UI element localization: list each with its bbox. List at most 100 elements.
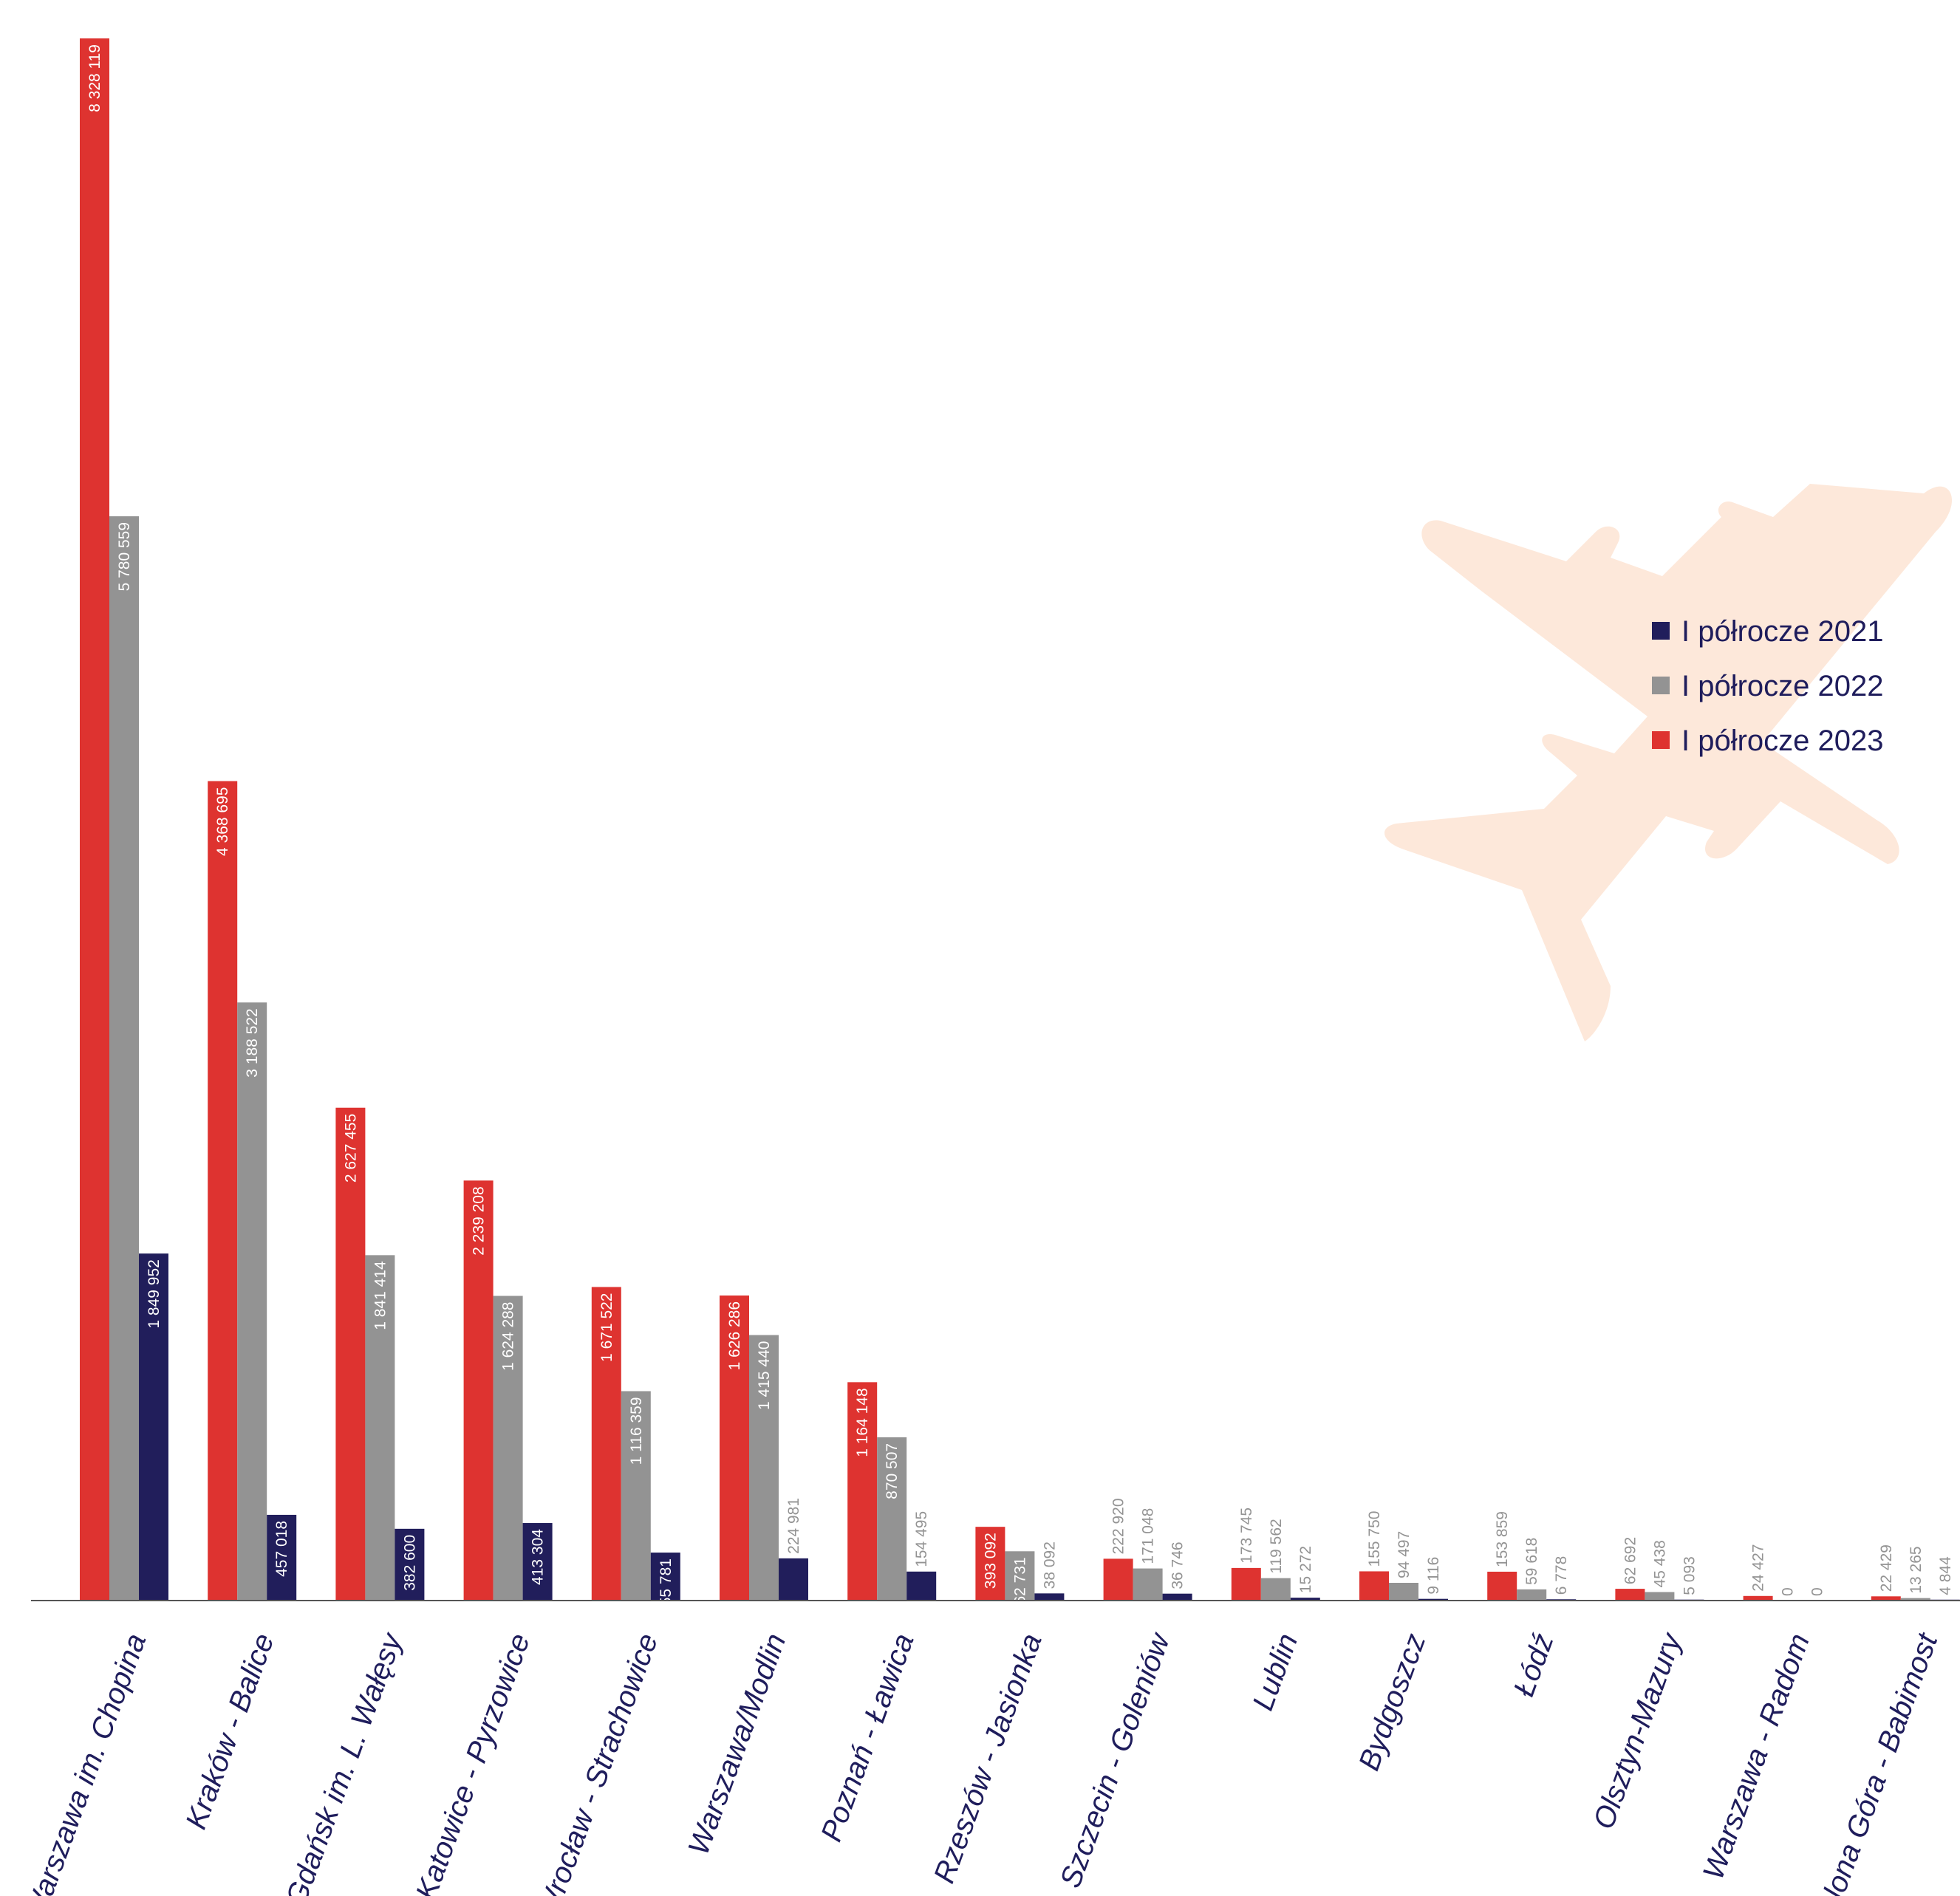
value-label-1-0: 4 368 695 — [214, 787, 231, 856]
value-label-1-2: 457 018 — [273, 1521, 290, 1577]
bar-10-1 — [1389, 1583, 1418, 1601]
category-label-13: Warszawa - Radom — [1697, 1629, 1816, 1883]
bar-3-2 — [522, 1523, 553, 1601]
value-label-9-2: 15 272 — [1297, 1546, 1314, 1593]
bar-5-0 — [720, 1295, 749, 1601]
bar-10-0 — [1359, 1571, 1389, 1601]
bar-11-0 — [1487, 1571, 1517, 1601]
bar-9-2 — [1290, 1598, 1320, 1601]
bar-7-2 — [1034, 1593, 1065, 1601]
bars-layer — [80, 38, 1960, 1601]
legend-label-2: I półrocze 2023 — [1681, 725, 1884, 757]
value-label-3-1: 1 624 288 — [500, 1301, 517, 1370]
bar-1-2 — [267, 1514, 297, 1601]
bar-0-1 — [109, 516, 139, 1601]
bar-4-2 — [650, 1553, 680, 1601]
value-label-7-0: 393 092 — [982, 1533, 999, 1589]
value-label-2-2: 382 600 — [401, 1535, 418, 1591]
value-label-12-1: 45 438 — [1651, 1540, 1668, 1587]
category-labels-layer: Warszawa im. Chopina Kraków - Balice Gdańs… — [18, 1627, 1944, 1896]
value-label-9-0: 173 745 — [1238, 1507, 1255, 1564]
category-label-7: Rzeszów - Jasionka — [928, 1629, 1048, 1887]
category-label-6: Poznań - Ławica — [815, 1629, 920, 1846]
category-label-2: Gdańsk im. L. Wałęsy — [280, 1627, 409, 1896]
value-label-14-0: 22 429 — [1878, 1544, 1895, 1592]
value-label-0-0: 8 328 119 — [86, 44, 103, 112]
bar-1-1 — [237, 1002, 267, 1601]
value-label-12-2: 5 093 — [1681, 1556, 1698, 1595]
category-label-4: Wrocław - Strachowice — [531, 1629, 664, 1896]
value-label-3-2: 413 304 — [530, 1529, 547, 1585]
value-label-7-2: 38 092 — [1041, 1541, 1058, 1589]
bar-9-1 — [1260, 1578, 1291, 1601]
value-label-6-1: 870 507 — [884, 1443, 901, 1499]
value-label-11-0: 153 859 — [1494, 1511, 1511, 1567]
value-label-6-2: 154 495 — [913, 1511, 930, 1567]
bar-9-0 — [1231, 1567, 1261, 1601]
bar-6-2 — [906, 1571, 937, 1601]
legend-label-0: I półrocze 2021 — [1681, 615, 1884, 648]
bar-11-1 — [1517, 1589, 1547, 1601]
bar-5-1 — [749, 1335, 779, 1601]
bar-8-1 — [1133, 1568, 1163, 1601]
value-label-10-2: 9 116 — [1425, 1557, 1442, 1595]
value-label-14-2: 4 844 — [1937, 1556, 1954, 1595]
category-label-9: Lublin — [1246, 1629, 1304, 1714]
value-label-13-1: 0 — [1780, 1587, 1797, 1596]
value-label-14-1: 13 265 — [1908, 1546, 1925, 1593]
value-label-3-0: 2 239 208 — [471, 1186, 488, 1255]
value-label-5-2: 224 981 — [785, 1498, 802, 1554]
value-label-4-2: 255 781 — [658, 1558, 675, 1615]
value-labels-layer: 8 328 119 5 780 559 1 849 952 4 368 695 3 18… — [86, 44, 1954, 1615]
value-label-2-0: 2 627 455 — [342, 1114, 359, 1183]
value-label-11-1: 59 618 — [1523, 1538, 1540, 1585]
bar-12-1 — [1645, 1592, 1675, 1601]
bar-12-0 — [1615, 1589, 1645, 1601]
bar-4-1 — [621, 1391, 651, 1601]
bar-2-2 — [395, 1528, 425, 1601]
value-label-6-0: 1 164 148 — [854, 1388, 871, 1457]
category-label-1: Kraków - Balice — [180, 1629, 280, 1833]
bar-6-1 — [877, 1437, 907, 1601]
airplane-icon — [1384, 484, 1953, 1041]
value-label-2-1: 1 841 414 — [372, 1261, 389, 1330]
value-label-7-1: 262 731 — [1011, 1557, 1028, 1613]
category-label-10: Bydgoszcz — [1353, 1629, 1433, 1775]
value-label-13-0: 24 427 — [1750, 1544, 1767, 1592]
value-label-0-1: 5 780 559 — [116, 522, 133, 591]
value-label-10-0: 155 750 — [1366, 1511, 1383, 1567]
bar-4-0 — [591, 1287, 621, 1601]
value-label-10-1: 94 497 — [1396, 1531, 1413, 1578]
value-label-12-0: 62 692 — [1622, 1537, 1639, 1584]
bar-10-2 — [1418, 1598, 1448, 1601]
bar-8-2 — [1162, 1593, 1192, 1601]
bar-6-0 — [847, 1382, 878, 1601]
category-label-11: Łódź — [1508, 1629, 1560, 1701]
bar-2-1 — [365, 1255, 395, 1601]
category-label-5: Warszawa/Modlin — [682, 1629, 792, 1859]
legend-swatch-0 — [1652, 622, 1670, 640]
legend: I półrocze 2021 I półrocze 2022 I półrocze… — [1652, 615, 1884, 757]
value-label-13-2: 0 — [1809, 1587, 1826, 1596]
bar-5-2 — [779, 1558, 808, 1601]
value-label-5-0: 1 626 286 — [726, 1301, 743, 1370]
bar-3-0 — [463, 1180, 494, 1601]
legend-swatch-2 — [1652, 731, 1670, 749]
value-label-8-2: 36 746 — [1169, 1541, 1186, 1589]
bar-3-1 — [493, 1296, 523, 1601]
value-label-8-1: 171 048 — [1140, 1508, 1157, 1564]
category-label-8: Szczecin - Goleniów — [1054, 1627, 1177, 1892]
value-label-9-1: 119 562 — [1268, 1519, 1285, 1573]
bar-14-0 — [1871, 1596, 1901, 1601]
category-label-3: Katowice - Pyrzowice — [410, 1629, 536, 1896]
bar-0-2 — [139, 1253, 168, 1601]
bar-13-0 — [1743, 1595, 1773, 1601]
value-label-5-1: 1 415 440 — [756, 1341, 773, 1410]
value-label-0-2: 1 849 952 — [146, 1259, 163, 1328]
bar-1-0 — [208, 781, 238, 1601]
bar-14-1 — [1900, 1598, 1930, 1601]
legend-label-1: I półrocze 2022 — [1681, 670, 1884, 702]
bar-0-0 — [80, 38, 109, 1601]
